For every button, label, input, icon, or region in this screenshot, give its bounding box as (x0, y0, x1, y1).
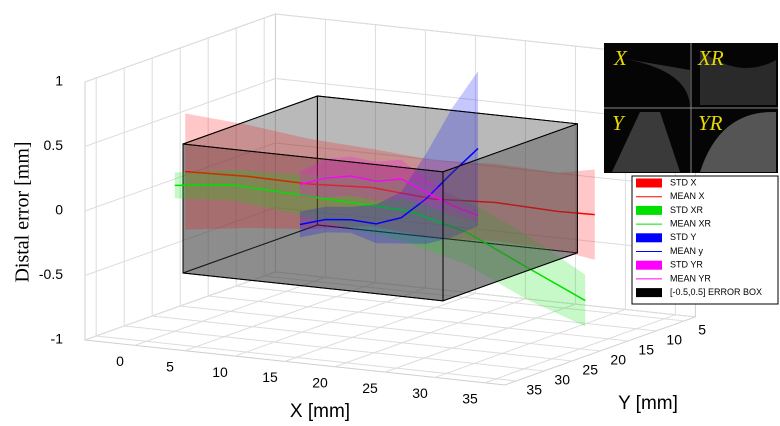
legend-swatch (636, 288, 662, 298)
y-tick-label: 10 (666, 332, 682, 348)
y-tick-label: 20 (610, 352, 626, 368)
plot-area (174, 71, 595, 327)
legend-label: MEAN YR (670, 273, 711, 283)
x-tick-label: 25 (362, 380, 378, 396)
legend-swatch (636, 205, 662, 215)
legend-label: MEAN y (670, 246, 704, 256)
grid-line (275, 142, 696, 189)
mean-line (174, 184, 586, 302)
inset-image: X XR Y YR (604, 43, 778, 173)
grid-line (124, 325, 545, 372)
legend-label: STD Y (670, 232, 696, 242)
y-tick-label: 25 (582, 362, 598, 378)
inset-texture (612, 112, 680, 172)
legend-label: STD YR (670, 260, 703, 270)
z-tick-label: -0.5 (39, 266, 63, 282)
x-axis-title: X [mm] (290, 401, 350, 422)
legend-label: STD XR (670, 205, 704, 215)
z-tick-label: 0 (55, 202, 63, 218)
x-tick-label: 10 (212, 364, 228, 380)
std-band (185, 113, 595, 260)
grid-line (236, 285, 657, 332)
grid-line (84, 13, 276, 83)
inset-label: Y (612, 111, 626, 135)
y-tick-label: 5 (698, 322, 706, 338)
mean-line (299, 147, 479, 226)
mean-line (185, 170, 595, 216)
legend-swatch (636, 260, 662, 270)
x-tick-label: 30 (412, 385, 428, 401)
x-tick-label: 5 (166, 358, 174, 374)
grid-line (264, 275, 685, 322)
inset-label: XR (697, 46, 724, 70)
y-axis-title: Y [mm] (618, 393, 678, 414)
inset-texture (700, 50, 776, 105)
z-tick-label: -1 (51, 331, 64, 347)
grid-line (275, 271, 696, 318)
legend-label: MEAN XR (670, 218, 712, 228)
x-tick-label: 35 (462, 391, 478, 407)
legend-label: [-0.5,0.5] ERROR BOX (670, 287, 762, 297)
std-band (299, 156, 479, 222)
grid-line (84, 78, 276, 147)
legend-label: STD X (670, 177, 697, 187)
grid-line (275, 207, 696, 253)
grid-line (180, 305, 601, 352)
grid-line (84, 207, 276, 276)
legend: STD X MEAN X STD XR MEAN XR STD Y MEAN y STD Y… (631, 175, 779, 305)
z-tick-label: 0.5 (44, 137, 64, 153)
z-axis-title: Distal error [mm] (12, 141, 34, 282)
error-box-face (442, 123, 578, 302)
grid-line (84, 142, 276, 212)
std-band (299, 71, 479, 244)
mean-line (299, 175, 479, 217)
inset-label: X (613, 46, 628, 70)
inset-texture (620, 58, 690, 108)
legend-swatch (636, 178, 662, 188)
y-tick-label: 30 (554, 372, 570, 388)
legend-label: MEAN X (670, 191, 705, 201)
grid-line (152, 315, 573, 362)
grid-line (84, 271, 276, 341)
legend-swatch (636, 233, 662, 243)
axes: 0 5 10 15 20 25 30 35 5 10 15 20 25 30 35 -1 -0.5 0 0.5 1 (39, 73, 706, 407)
y-tick-label: 35 (526, 382, 542, 398)
x-tick-label: 0 (116, 353, 124, 369)
z-tick-label: 1 (55, 73, 63, 89)
inset-texture (700, 111, 776, 172)
x-tick-label: 15 (262, 369, 278, 385)
std-band (174, 169, 586, 327)
grid-line (96, 335, 517, 382)
x-tick-label: 20 (312, 374, 328, 390)
grid-line (208, 295, 629, 342)
y-tick-label: 15 (638, 342, 654, 358)
inset-label: YR (698, 111, 723, 135)
